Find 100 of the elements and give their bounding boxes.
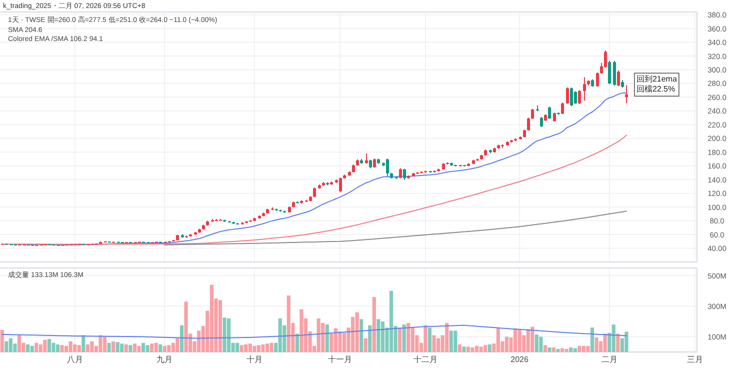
bar bbox=[513, 328, 518, 352]
bar bbox=[64, 346, 68, 352]
bar bbox=[376, 319, 380, 352]
bar bbox=[295, 334, 299, 352]
bar bbox=[321, 322, 325, 352]
x-tick-label: 十一月 bbox=[328, 355, 352, 364]
bar bbox=[548, 347, 552, 352]
candlestick bbox=[561, 102, 564, 115]
bar bbox=[137, 346, 141, 352]
annotation: 回到21ema 回檔22.5% bbox=[636, 74, 678, 94]
bar bbox=[278, 318, 282, 352]
bar bbox=[578, 346, 582, 352]
candlestick bbox=[625, 84, 628, 104]
bar bbox=[222, 318, 226, 352]
bar bbox=[603, 334, 607, 352]
bar bbox=[300, 309, 304, 352]
x-tick-label: 八月 bbox=[66, 355, 83, 364]
bar bbox=[146, 345, 150, 352]
bar bbox=[402, 324, 406, 352]
bar bbox=[316, 318, 320, 352]
bar bbox=[102, 336, 107, 352]
x-tick-label: 十月 bbox=[246, 355, 262, 364]
candlestick bbox=[613, 60, 616, 86]
bar bbox=[569, 347, 573, 352]
candlestick bbox=[608, 60, 611, 85]
bar bbox=[372, 297, 376, 352]
bar bbox=[240, 345, 244, 352]
bar bbox=[112, 341, 116, 352]
bar bbox=[52, 342, 56, 352]
candlestick bbox=[596, 72, 599, 88]
bar bbox=[462, 346, 466, 352]
bar bbox=[389, 290, 394, 352]
bar bbox=[150, 344, 154, 352]
bar bbox=[158, 344, 162, 352]
bar bbox=[616, 334, 620, 352]
bar bbox=[334, 328, 338, 352]
bar bbox=[543, 345, 547, 352]
bar bbox=[360, 319, 364, 352]
bar bbox=[120, 344, 124, 352]
bar bbox=[539, 336, 543, 352]
bar bbox=[86, 344, 90, 352]
line-series bbox=[18, 92, 627, 246]
candlestick bbox=[566, 86, 569, 104]
bar bbox=[530, 326, 534, 352]
bar bbox=[34, 342, 38, 352]
bar bbox=[526, 329, 530, 352]
bar bbox=[428, 328, 432, 352]
line-series bbox=[2, 134, 627, 245]
bar bbox=[590, 328, 594, 352]
candlestick bbox=[570, 87, 573, 106]
x-tick-label: 2026 bbox=[510, 355, 529, 364]
bar bbox=[355, 312, 359, 352]
line-series bbox=[164, 210, 627, 246]
bar bbox=[368, 325, 372, 352]
bar bbox=[124, 344, 128, 352]
bar bbox=[176, 338, 180, 352]
bar bbox=[261, 344, 265, 352]
candlestick bbox=[386, 158, 389, 177]
bar bbox=[474, 346, 479, 352]
bar bbox=[248, 344, 252, 352]
bar bbox=[564, 348, 568, 352]
bar bbox=[380, 321, 385, 352]
bar bbox=[424, 325, 428, 352]
bar bbox=[73, 344, 77, 352]
bar bbox=[449, 330, 453, 352]
line-series bbox=[2, 324, 627, 339]
bar bbox=[0, 330, 4, 352]
bar bbox=[496, 328, 500, 352]
bar bbox=[445, 322, 449, 352]
bar bbox=[154, 342, 158, 352]
bar bbox=[38, 344, 42, 352]
bar bbox=[406, 322, 410, 352]
candlestick bbox=[403, 168, 406, 180]
bar bbox=[226, 318, 231, 352]
x-tick-label: 十二月 bbox=[413, 355, 438, 364]
bar bbox=[218, 300, 222, 352]
candlestick bbox=[583, 76, 586, 102]
candlestick bbox=[617, 70, 620, 87]
bar bbox=[68, 341, 72, 352]
bar bbox=[594, 337, 598, 352]
bar bbox=[325, 324, 329, 352]
bar bbox=[586, 346, 590, 352]
bar bbox=[17, 335, 22, 352]
bar bbox=[252, 346, 256, 352]
bar bbox=[398, 328, 402, 352]
bar bbox=[47, 339, 51, 352]
bar bbox=[82, 335, 86, 352]
bar bbox=[504, 336, 509, 352]
bar bbox=[162, 346, 166, 352]
bar bbox=[236, 342, 240, 352]
candlestick bbox=[527, 117, 530, 132]
bar bbox=[180, 325, 184, 352]
candlestick bbox=[578, 90, 581, 105]
bar bbox=[612, 324, 616, 352]
bar bbox=[90, 341, 94, 352]
bar bbox=[167, 345, 171, 352]
bar bbox=[484, 345, 488, 352]
x-tick-label: 九月 bbox=[156, 355, 173, 364]
bar bbox=[534, 334, 538, 352]
bar bbox=[573, 348, 577, 352]
